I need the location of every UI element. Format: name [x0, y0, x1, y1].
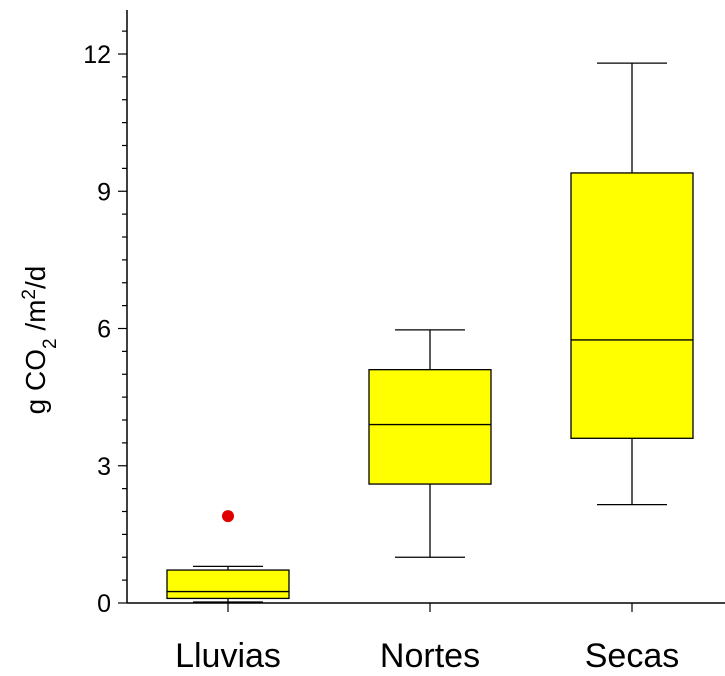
box-iqr: [166, 569, 290, 600]
outlier-point: [222, 510, 234, 523]
y-axis-label-sub: 2: [40, 338, 61, 349]
box-group: [570, 62, 694, 506]
x-category-label: Lluvias: [175, 637, 281, 675]
y-axis-label-middle: /m: [20, 300, 51, 339]
box-iqr: [368, 369, 492, 485]
y-tick-label: 0: [97, 590, 111, 618]
y-tick-label: 6: [97, 316, 111, 344]
x-category-label: Nortes: [380, 637, 480, 675]
axes: [118, 10, 725, 612]
box-group: [166, 510, 290, 603]
axis-labels: 0 3 6 9 12 Lluvias Nortes Secas: [83, 41, 679, 675]
y-axis-label: g CO2 /m2/d: [19, 266, 61, 415]
y-axis-label-prefix: g CO: [20, 349, 51, 414]
y-tick-label: 3: [97, 453, 111, 481]
x-category-label: Secas: [585, 637, 680, 675]
plot-marks: [166, 62, 694, 603]
y-axis-label-sup: 2: [19, 289, 40, 300]
y-axis-label-suffix: /d: [20, 266, 51, 289]
box-iqr: [570, 172, 694, 439]
y-tick-label: 9: [97, 178, 111, 206]
y-tick-label: 12: [83, 41, 111, 69]
box-group: [368, 329, 492, 558]
